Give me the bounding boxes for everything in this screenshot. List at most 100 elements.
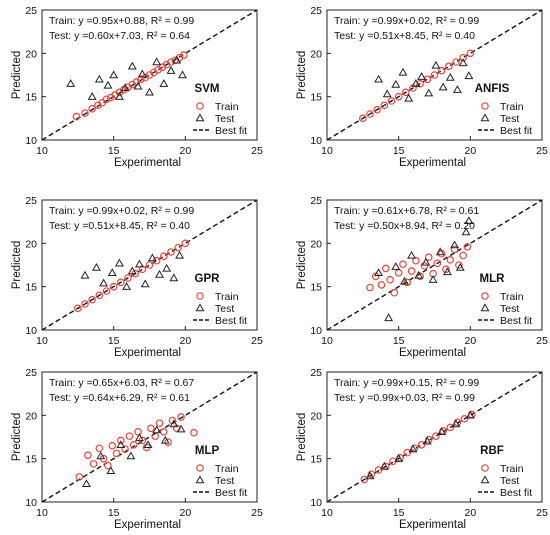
panel-4-x-axis-label: Experimental — [399, 347, 466, 359]
panel-6-y-axis-label: Predicted — [296, 413, 308, 462]
panel-2-test-point — [424, 88, 434, 97]
panel-5-test-point — [152, 425, 162, 434]
panel-6-legend-test-label: Test — [500, 475, 519, 487]
panel-4-train-point — [442, 265, 450, 274]
panel-4-test-point — [464, 216, 474, 224]
panel-5-x-tick-label: 25 — [251, 507, 263, 519]
panel-3-train-point — [102, 287, 111, 295]
panel-2-test-point — [417, 72, 427, 80]
panel-5-train-point — [121, 445, 129, 453]
panel-3-plot-frame — [41, 199, 258, 331]
panel-4-train-point — [424, 253, 433, 262]
panel-3-train-point — [117, 278, 125, 287]
panel-5-test-point — [81, 479, 91, 487]
panel-6-x-tick-label: 15 — [393, 507, 405, 519]
panel-5-legend-train-label: Train — [215, 463, 239, 475]
panel-3-test-point — [122, 282, 132, 290]
panel-2-train-point — [359, 114, 367, 123]
panel-1-test-point — [114, 92, 124, 100]
panel-3-test-point — [135, 259, 144, 268]
panel-1-legend-test-marker — [195, 113, 205, 122]
panel-6-train-point — [460, 414, 469, 423]
panel-5-train-point — [108, 441, 117, 450]
panel-4-test-point — [407, 250, 417, 259]
panel-2-test-point — [374, 74, 384, 83]
panel-4-test-point — [391, 262, 401, 270]
panel-1-test-point — [172, 55, 182, 64]
panel-5-train-point — [129, 440, 138, 449]
panel-2-train-equation: Train: y =0.99x+0.02, R² = 0.99 — [334, 15, 479, 27]
panel-3-test-point — [175, 250, 185, 259]
panel-4-y-tick-label: 25 — [310, 195, 322, 207]
panel-2-test-point — [391, 79, 401, 88]
panel-4-legend-test-marker — [480, 303, 490, 312]
panel-2-y-tick-label: 25 — [310, 5, 322, 17]
panel-2-legend-bestfit-label: Best fit — [500, 125, 532, 137]
panel-anfis: 10 15 20 25 10 15 20 25 Experimental Predicted Tra… — [296, 5, 548, 169]
panel-4-legend-train-label: Train — [500, 291, 524, 303]
panel-mlr: 10 15 20 25 10 15 20 25 Experimental Predicted Tra… — [296, 195, 548, 359]
panel-3-train-point — [88, 295, 96, 304]
panel-6-test-point — [465, 410, 475, 419]
panel-1-test-point — [87, 92, 97, 100]
panel-6-test-point — [422, 436, 432, 445]
panel-3-x-tick-label: 10 — [36, 335, 48, 347]
panel-1-x-axis-label: Experimental — [114, 157, 181, 169]
panel-5-train-point — [117, 436, 125, 445]
panel-2-train-point — [452, 58, 460, 66]
panel-6-test-point — [379, 461, 389, 470]
panel-5-y-tick-label: 25 — [25, 367, 37, 379]
panel-1-y-axis-label: Predicted — [11, 51, 23, 100]
panel-4-legend-test-label: Test — [500, 303, 519, 315]
panel-2-test-point — [398, 67, 408, 76]
panel-5-train-point — [104, 461, 112, 470]
panel-6-train-point — [417, 440, 426, 449]
panel-4-test-point — [374, 268, 384, 276]
panel-2-train-point — [387, 97, 396, 105]
panel-5-legend-train-marker — [196, 464, 204, 472]
panel-4-test-equation: Test: y =0.50x+8.94, R² = 0.20 — [334, 220, 475, 232]
panel-5-test-point — [160, 435, 170, 444]
panel-6-test-point — [408, 444, 418, 453]
panel-6-train-point — [360, 475, 369, 484]
panel-4-train-point — [455, 261, 463, 269]
panel-2-test-point — [438, 82, 448, 91]
panel-2-x-tick-label: 25 — [536, 145, 548, 157]
panel-3-test-point — [155, 269, 164, 278]
panel-3-train-point — [95, 291, 104, 300]
panel-5-train-point — [84, 451, 92, 460]
panel-5-legend-test-label: Test — [215, 475, 234, 487]
panel-1-y-tick-label: 20 — [25, 48, 37, 60]
panel-2-train-point — [373, 105, 381, 114]
panel-6-train-point — [374, 466, 383, 474]
panel-4-y-axis-label: Predicted — [296, 241, 308, 290]
panel-1-legend-train-marker — [196, 102, 204, 110]
panel-2-train-point — [437, 66, 446, 75]
panel-6-legend-train-marker — [481, 464, 489, 472]
panel-3-x-axis-label: Experimental — [114, 347, 181, 359]
panel-1-test-point — [127, 61, 137, 70]
panel-4-train-point — [377, 281, 386, 289]
panel-3-best-fit-line — [41, 199, 258, 331]
panel-2-x-tick-label: 10 — [321, 145, 333, 157]
panel-3-legend-test-label: Test — [215, 303, 234, 315]
panel-1-test-equation: Test: y =0.60x+7.03, R² = 0.64 — [49, 30, 190, 42]
panel-2-test-equation: Test: y =0.51x+8.45, R² = 0.40 — [334, 30, 475, 42]
panel-6-train-point — [453, 418, 462, 427]
panel-4-test-point — [384, 313, 394, 322]
panel-1-test-point — [103, 80, 113, 89]
panel-4-x-tick-label: 10 — [321, 335, 333, 347]
panel-3-train-point — [74, 304, 82, 313]
panel-2-train-point — [380, 101, 389, 110]
panel-5-train-point — [125, 432, 134, 440]
panel-4-train-point — [446, 255, 455, 264]
panel-5-train-point — [89, 460, 98, 468]
panel-6-best-fit-line — [326, 371, 543, 503]
panel-3-test-point — [169, 273, 179, 282]
panel-5-legend-bestfit-label: Best fit — [215, 487, 247, 499]
panel-5-train-point — [155, 419, 164, 427]
panel-4-train-equation: Train: y =0.61x+6.78, R² = 0.61 — [334, 205, 479, 217]
panel-3-test-point — [162, 263, 172, 272]
panel-4-train-point — [381, 264, 390, 273]
